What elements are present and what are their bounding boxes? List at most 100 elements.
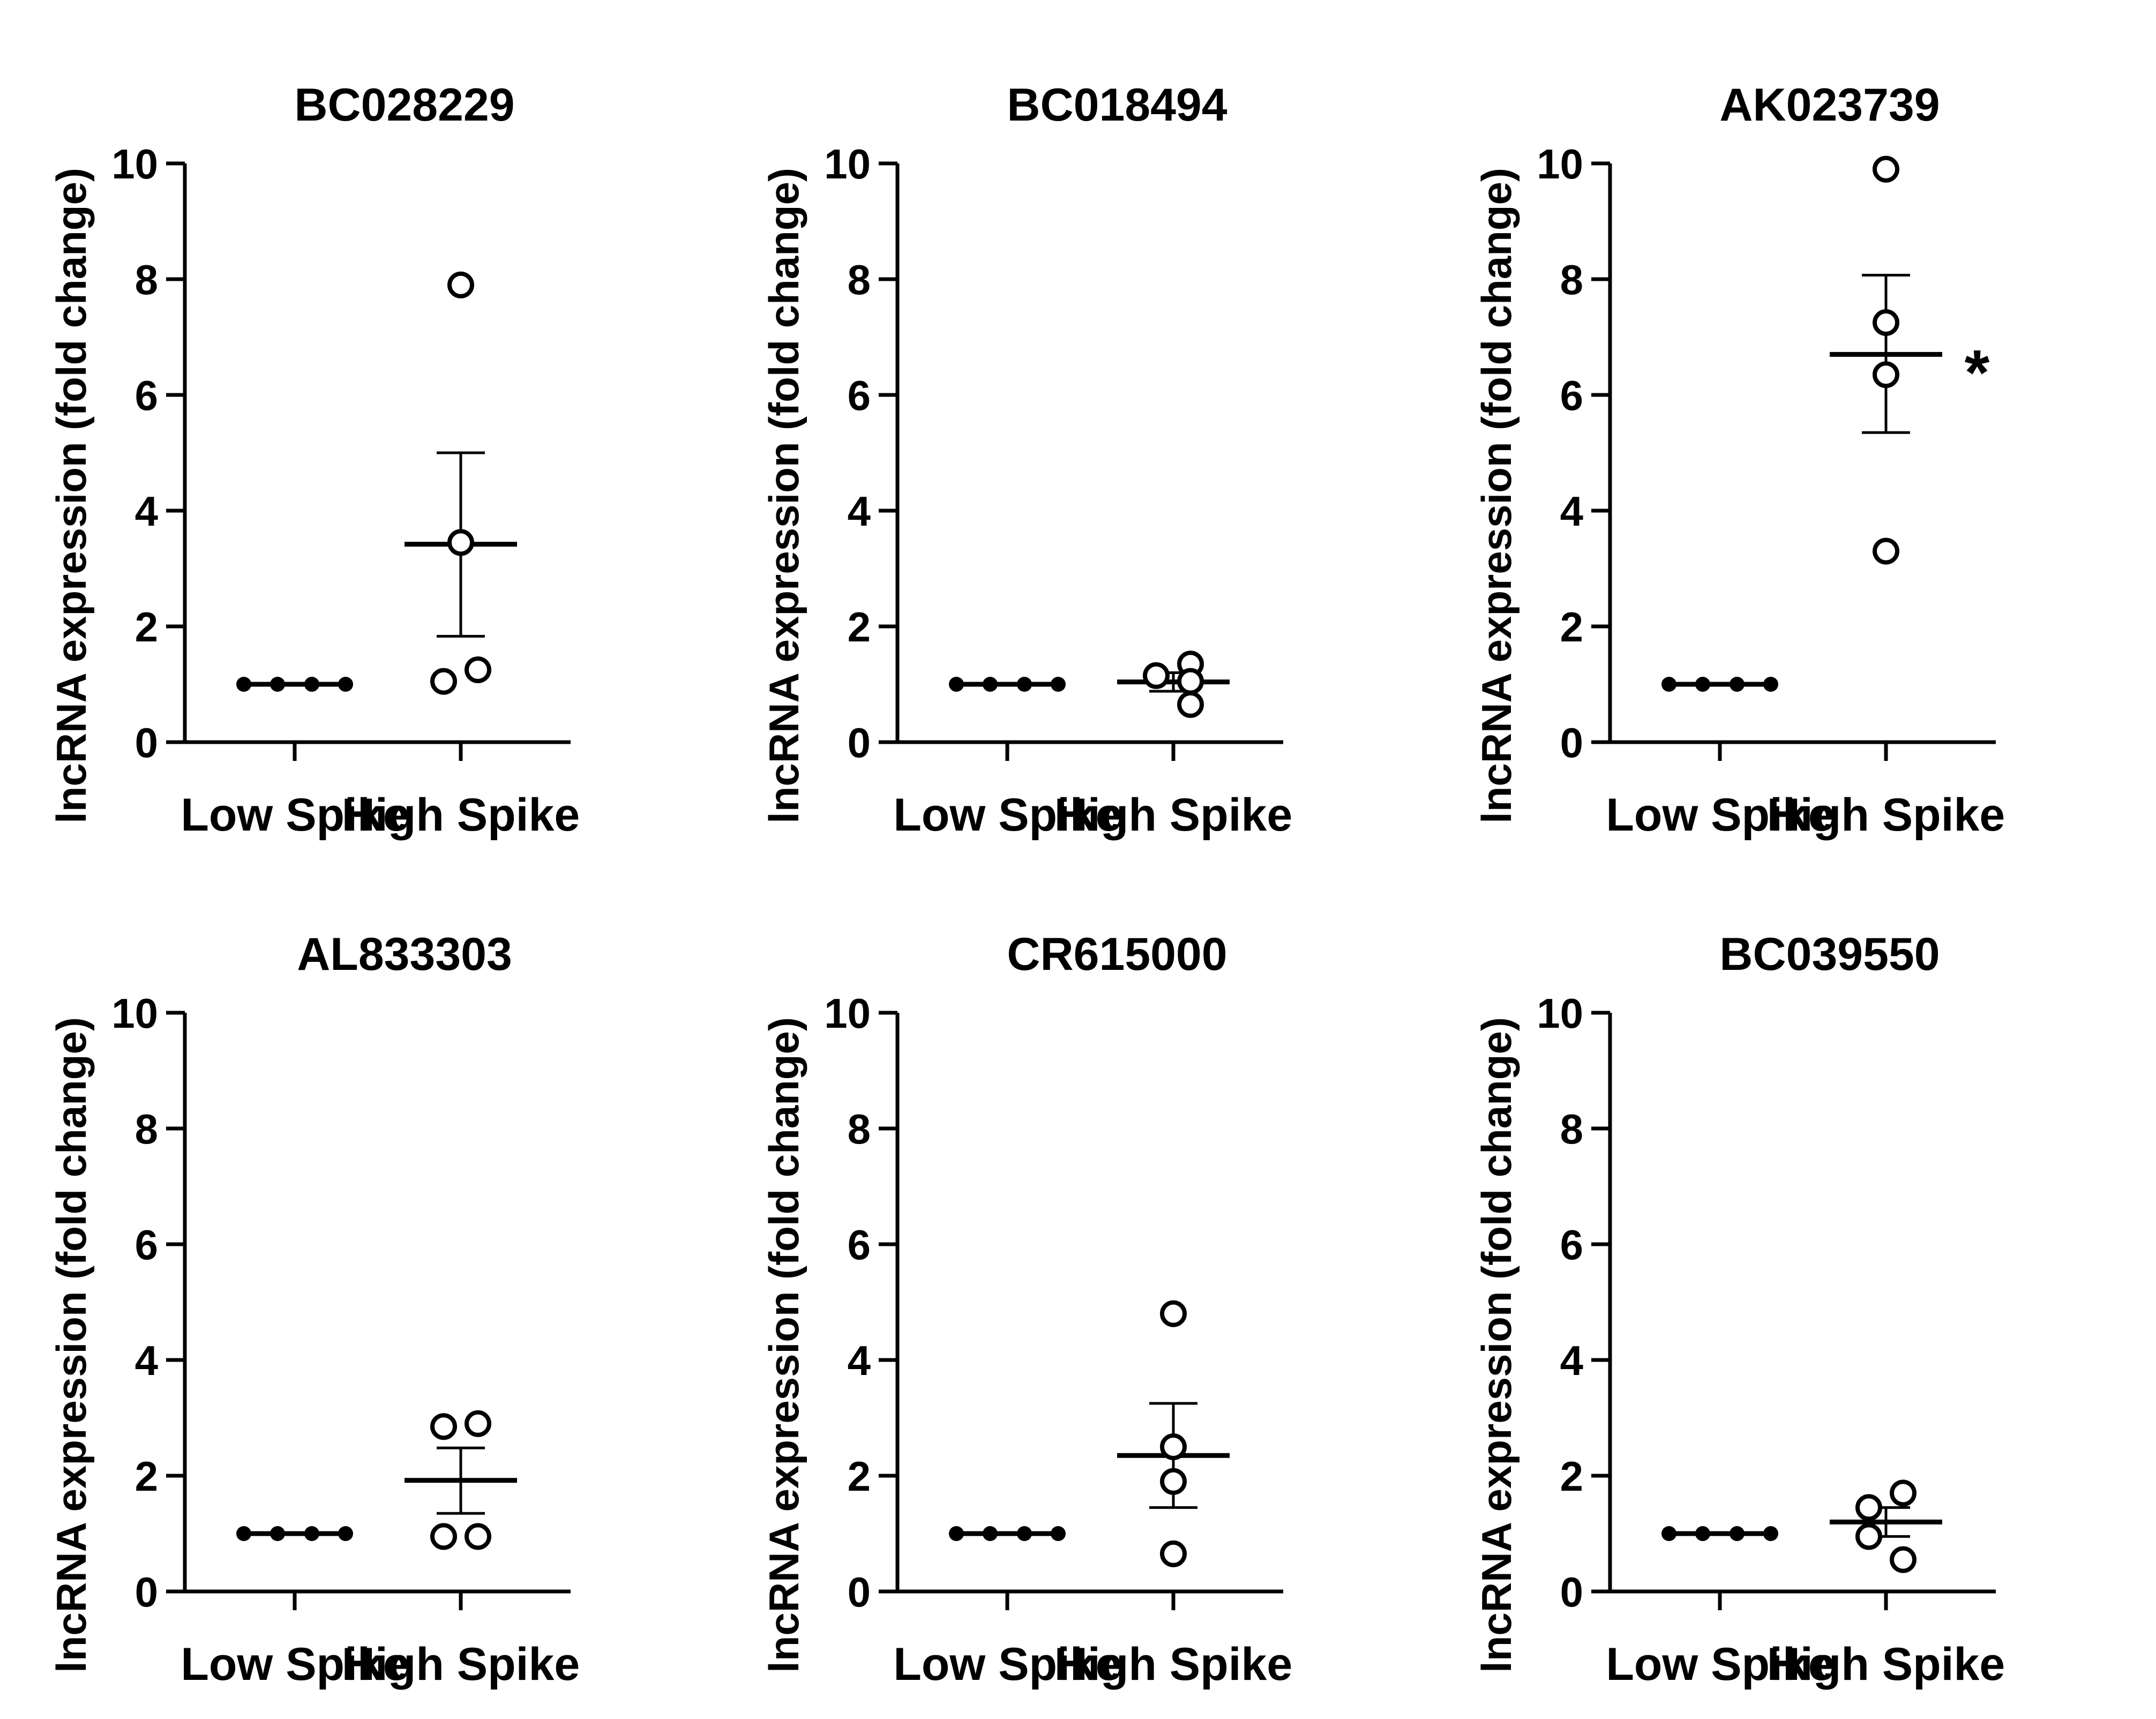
y-tick-label: 10	[111, 990, 158, 1037]
y-tick-label: 4	[848, 1337, 871, 1384]
low-spike-point	[1695, 677, 1710, 692]
high-spike-point	[430, 1413, 457, 1440]
y-tick-label: 4	[1560, 1337, 1583, 1384]
y-tick-label: 8	[1560, 1105, 1583, 1153]
low-spike-point	[983, 677, 998, 692]
y-tick-label: 6	[848, 1221, 871, 1268]
y-tick-label: 2	[1560, 603, 1583, 651]
y-tick-label: 0	[135, 719, 158, 766]
high-spike-point	[1160, 1433, 1187, 1460]
low-spike-point	[1763, 677, 1778, 692]
low-spike-point	[949, 1526, 964, 1541]
high-spike-point	[430, 1523, 457, 1550]
chart-panel-2: BC018494 lncRNA expression (fold change) 0…	[760, 79, 1292, 841]
high-spike-point	[1873, 309, 1899, 336]
y-tick-label: 6	[1560, 372, 1583, 419]
high-spike-point	[1855, 1523, 1882, 1550]
y-tick-label: 8	[135, 256, 158, 303]
y-tick-label: 10	[824, 140, 871, 188]
significance-asterisk: *	[1965, 337, 1990, 408]
panel-title: BC028229	[294, 79, 514, 131]
y-tick-label: 8	[135, 1105, 158, 1153]
chart-panel-3: AK023739 lncRNA expression (fold change) 0…	[1473, 79, 2005, 841]
x-category-label: High Spike	[1054, 789, 1292, 841]
y-tick-label: 8	[1560, 256, 1583, 303]
x-category-label: High Spike	[1054, 1639, 1292, 1690]
panel-title: AL833303	[297, 929, 512, 980]
panel-title: CR615000	[1007, 929, 1227, 980]
high-spike-point	[1855, 1494, 1882, 1521]
y-tick-label: 2	[1560, 1453, 1583, 1500]
low-spike-point	[304, 1526, 319, 1541]
y-tick-label: 6	[1560, 1221, 1583, 1268]
y-tick-label: 10	[1537, 140, 1583, 188]
x-category-label: Low Spike	[893, 1639, 1121, 1690]
high-spike-point	[1160, 1300, 1187, 1327]
low-spike-point	[1730, 677, 1745, 692]
high-spike-point	[465, 1523, 491, 1550]
x-category-label: High Spike	[1767, 1639, 2005, 1690]
high-spike-point	[1873, 361, 1899, 388]
y-tick-label: 10	[111, 140, 158, 188]
y-tick-label: 0	[848, 719, 871, 766]
y-axis-label: lncRNA expression (fold change)	[1473, 1017, 1520, 1673]
x-category-label: High Spike	[1767, 789, 2005, 841]
high-spike-point	[1873, 537, 1899, 565]
y-tick-label: 4	[135, 1337, 158, 1384]
y-axis-label: lncRNA expression (fold change)	[760, 168, 807, 824]
low-spike-point	[1017, 677, 1032, 692]
y-tick-label: 10	[1537, 990, 1583, 1037]
high-spike-point	[1873, 155, 1899, 183]
panel-title: BC018494	[1007, 79, 1227, 131]
x-category-label: High Spike	[342, 789, 580, 841]
y-tick-label: 8	[848, 1105, 871, 1153]
y-tick-label: 6	[848, 372, 871, 419]
low-spike-point	[270, 1526, 285, 1541]
low-spike-point	[338, 677, 353, 692]
y-tick-label: 0	[848, 1568, 871, 1616]
y-tick-label: 2	[848, 1453, 871, 1500]
high-spike-point	[1177, 668, 1204, 695]
chart-panel-1: BC028229 lncRNA expression (fold change) 0…	[48, 79, 580, 841]
x-category-label: Low Spike	[1606, 1639, 1833, 1690]
y-tick-label: 4	[1560, 488, 1583, 535]
panel-title: BC039550	[1719, 929, 1940, 980]
low-spike-point	[949, 677, 964, 692]
panel-title: AK023739	[1719, 79, 1940, 131]
low-spike-point	[1051, 1526, 1066, 1541]
high-spike-point	[1160, 1540, 1187, 1567]
high-spike-point	[465, 1410, 491, 1437]
y-axis-label: lncRNA expression (fold change)	[48, 1017, 95, 1673]
low-spike-point	[1661, 677, 1676, 692]
chart-panel-4: AL833303 lncRNA expression (fold change) 0…	[48, 929, 580, 1690]
high-spike-point	[430, 668, 457, 695]
low-spike-point	[1661, 1526, 1676, 1541]
chart-panel-6: BC039550 lncRNA expression (fold change) 0…	[1473, 929, 2005, 1690]
low-spike-point	[236, 1526, 251, 1541]
x-category-label: Low Spike	[893, 789, 1121, 841]
high-spike-point	[465, 656, 491, 683]
low-spike-point	[338, 1526, 353, 1541]
y-tick-label: 2	[848, 603, 871, 651]
y-tick-label: 0	[135, 1568, 158, 1616]
high-spike-point	[447, 271, 474, 298]
y-tick-label: 2	[135, 603, 158, 651]
low-spike-point	[983, 1526, 998, 1541]
low-spike-point	[1695, 1526, 1710, 1541]
chart-panel-5: CR615000 lncRNA expression (fold change) 0…	[760, 929, 1292, 1690]
x-category-label: Low Spike	[1606, 789, 1833, 841]
y-axis-label: lncRNA expression (fold change)	[1473, 168, 1520, 824]
low-spike-point	[1730, 1526, 1745, 1541]
y-tick-label: 4	[135, 488, 158, 535]
low-spike-point	[270, 677, 285, 692]
y-axis-label: lncRNA expression (fold change)	[48, 168, 95, 824]
y-tick-label: 8	[848, 256, 871, 303]
high-spike-point	[1143, 662, 1170, 689]
low-spike-point	[1051, 677, 1066, 692]
y-tick-label: 0	[1560, 1568, 1583, 1616]
high-spike-point	[1890, 1546, 1917, 1573]
x-category-label: Low Spike	[181, 1639, 408, 1690]
y-tick-label: 2	[135, 1453, 158, 1500]
x-category-label: Low Spike	[181, 789, 408, 841]
